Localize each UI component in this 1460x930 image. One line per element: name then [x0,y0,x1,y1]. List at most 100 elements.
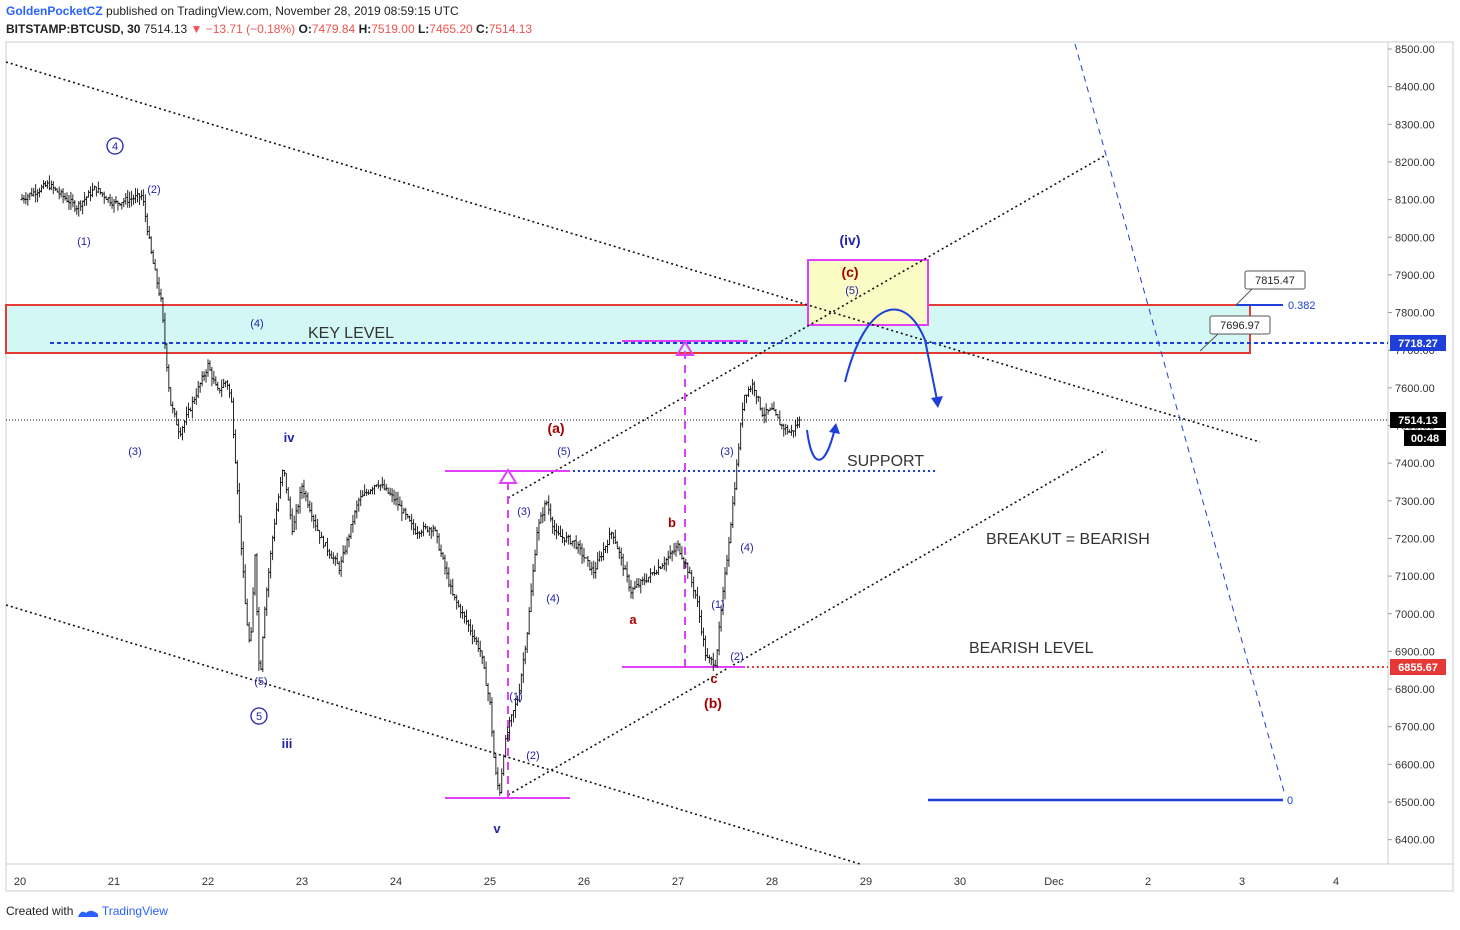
x-tick-label: 23 [296,876,308,888]
y-tick-label: 6600.00 [1395,759,1435,771]
price-tag-key-level: 7718.27 [1390,335,1446,351]
y-tick-label: 7300.00 [1395,496,1435,508]
author-name[interactable]: GoldenPocketCZ [6,4,103,18]
x-tick-label: 3 [1239,876,1245,888]
symbol-legend: BITSTAMP:BTCUSD, 30 7514.13 ▼ −13.71 (−0… [6,22,532,36]
callout-7696[interactable]: 7696.97 [1199,315,1271,352]
rising-channel-lower[interactable] [507,449,1107,796]
projection-arrowhead-small [829,423,840,434]
y-tick-label: 6900.00 [1395,646,1435,658]
wave-letter-c: c [710,671,717,686]
wave-4-b: (4) [546,593,559,605]
measured-move-1[interactable] [445,468,570,799]
y-tick-label: 8200.00 [1395,157,1435,169]
callout-7696-text: 7696.97 [1220,320,1260,332]
x-tick-label: 4 [1333,876,1339,888]
y-tick-label: 7900.00 [1395,270,1435,282]
low-value: 7465.20 [429,22,473,36]
wave-4-c: (4) [740,542,753,554]
projection-arrowhead-big [931,396,943,408]
price-tag-bearish-text: 6855.67 [1398,662,1438,674]
fib-diagonal[interactable] [1074,43,1286,796]
x-tick-label: 21 [108,876,120,888]
wave-2-a: (2) [147,184,160,196]
x-tick-label: 22 [202,876,214,888]
footer-brand[interactable]: TradingView [101,904,168,918]
wave-2-b: (2) [526,750,539,762]
callout-7815[interactable]: 7815.47 [1235,270,1306,306]
wave-roman-v: v [493,821,501,836]
wave-letter-b: b [668,515,676,530]
wave-c-paren: (c) [841,264,858,280]
price-tag-bearish: 6855.67 [1390,659,1446,675]
wave-circled-4: 4 [112,141,118,153]
y-tick-label: 7600.00 [1395,383,1435,395]
publish-text: published on TradingView.com, November 2… [106,4,459,18]
upper-channel-line[interactable] [5,61,1261,443]
x-tick-label: Dec [1044,876,1064,888]
wave-circled-5: 5 [256,711,262,723]
wave-labels: 4 5 iv iii v (1) (2) (3) (4) (5) (1) (2)… [77,137,861,836]
y-tick-label: 7100.00 [1395,571,1435,583]
price-tag-last-text: 7514.13 [1398,415,1438,427]
wave-3-b: (3) [517,506,530,518]
wave-iv-target: (iv) [840,232,861,248]
wave-circle-5 [250,707,268,725]
wave-3-c: (3) [720,446,733,458]
x-tick-label: 25 [484,876,496,888]
tradingview-logo-icon[interactable] [77,907,99,917]
wave-a-paren: (a) [547,420,564,436]
projection-arrow-small[interactable] [806,427,836,461]
x-tick-label: 30 [954,876,966,888]
lower-channel-line[interactable] [5,604,861,865]
low-label: L: [417,22,430,36]
countdown-text: 00:48 [1411,433,1439,445]
x-tick-label: 29 [860,876,872,888]
wave-2-c: (2) [730,651,743,663]
annotation-support: SUPPORT [847,453,924,470]
y-tick-label: 8500.00 [1395,44,1435,56]
y-axis-ticks: 8500.00 8400.00 8300.00 8200.00 8100.00 8000.… [1388,44,1435,847]
wave-5-target: (5) [845,285,858,297]
annotation-breakout: BREAKUT = BEARISH [986,531,1150,548]
y-tick-label: 8400.00 [1395,82,1435,94]
x-axis-ticks: 20 21 22 23 24 25 26 27 28 29 30 Dec 2 3 4 [14,876,1339,888]
ohlc-bar [797,416,801,428]
y-tick-label: 6700.00 [1395,722,1435,734]
fib-label-382: 0.382 [1288,300,1316,312]
footer-prefix: Created with [6,904,74,918]
y-tick-label: 6500.00 [1395,797,1435,809]
fib-label-0: 0 [1287,795,1293,807]
wave-1-b: (1) [509,691,522,703]
open-label: O: [298,22,312,36]
callout-7815-text: 7815.47 [1255,275,1295,287]
plot-area[interactable] [5,41,1389,865]
wave-1-a: (1) [77,236,90,248]
y-tick-label: 7000.00 [1395,609,1435,621]
time-axis[interactable] [5,863,1454,892]
y-tick-label: 7400.00 [1395,458,1435,470]
candlestick-series[interactable] [20,175,801,796]
y-tick-label: 7200.00 [1395,533,1435,545]
price-change: ▼ −13.71 (−0.18%) [190,22,296,36]
wave-5-a: (5) [254,676,267,688]
projection-arrow-big[interactable] [844,308,939,406]
price-tag-last: 7514.13 00:48 [1390,412,1446,446]
annotation-key-level: KEY LEVEL [308,325,394,342]
measured-move-2[interactable] [622,340,748,668]
open-value: 7479.84 [311,22,356,36]
close-label: C: [476,22,489,36]
publish-info: GoldenPocketCZ published on TradingView.… [6,4,459,18]
wave-1-c: (1) [711,599,724,611]
wave-4-a: (4) [250,318,263,330]
symbol-name: BITSTAMP:BTCUSD, 30 [6,22,141,36]
x-tick-label: 28 [766,876,778,888]
x-tick-label: 24 [390,876,402,888]
price-tag-key-level-text: 7718.27 [1398,338,1438,350]
close-value: 7514.13 [488,22,533,36]
wave-3-a: (3) [128,446,141,458]
wave-5-b: (5) [557,446,570,458]
key-level-zone[interactable] [5,304,1251,354]
y-tick-label: 8000.00 [1395,232,1435,244]
